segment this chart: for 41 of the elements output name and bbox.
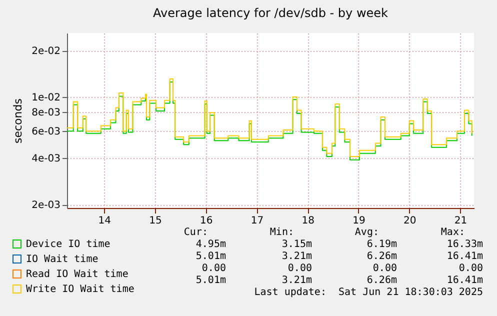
chart-title: Average latency for /dev/sdb - by week xyxy=(153,6,388,20)
text: 16.33m xyxy=(446,239,483,250)
text: 0.00 xyxy=(202,263,226,274)
y-tick-label: 2e-02 xyxy=(32,46,60,58)
text: 5.01m xyxy=(196,275,226,286)
text: 16.41m xyxy=(446,251,483,262)
y-tick-label: 4e-03 xyxy=(32,154,60,165)
text: 0.00 xyxy=(372,263,397,274)
text: 0.00 xyxy=(288,263,312,274)
x-tick-label: 14 xyxy=(98,216,111,226)
text: 3.21m xyxy=(282,275,312,286)
text: 3.15m xyxy=(282,239,312,250)
x-tick-label: 19 xyxy=(352,216,366,226)
x-tick-label: 18 xyxy=(302,216,314,226)
text: 4.95m xyxy=(196,239,226,250)
y-tick-label: 6e-03 xyxy=(32,126,60,138)
text: Min: xyxy=(270,227,294,238)
text: 3.21m xyxy=(282,251,312,262)
text: 16.41m xyxy=(446,275,483,286)
x-tick-label: 21 xyxy=(454,216,468,226)
text: Max: xyxy=(440,227,465,238)
text: 0.00 xyxy=(458,263,483,274)
y-tick-label: 2e-03 xyxy=(32,200,60,212)
x-tick-label: 20 xyxy=(403,216,416,226)
y-axis-title: seconds xyxy=(12,98,25,144)
text: 5.01m xyxy=(196,251,226,262)
legend-label: IO Wait time xyxy=(26,254,98,265)
y-tick-label: 8e-03 xyxy=(32,107,60,118)
text: 6.26m xyxy=(366,275,397,286)
y-tick-label: 1e-02 xyxy=(32,92,60,104)
x-tick-label: 17 xyxy=(250,216,264,226)
legend-label: Write IO Wait time xyxy=(26,284,134,295)
text: 6.26m xyxy=(366,251,397,262)
x-tick-label: 15 xyxy=(149,216,162,226)
text: Cur: xyxy=(184,227,208,238)
x-tick-label: 16 xyxy=(200,216,213,226)
legend-label: Device IO time xyxy=(26,239,110,250)
text: Last update: Sat Jun 21 18:30:03 2025 xyxy=(254,287,483,298)
text: 6.19m xyxy=(366,239,397,250)
legend-label: Read IO Wait time xyxy=(26,269,128,280)
text: Avg: xyxy=(354,227,379,238)
